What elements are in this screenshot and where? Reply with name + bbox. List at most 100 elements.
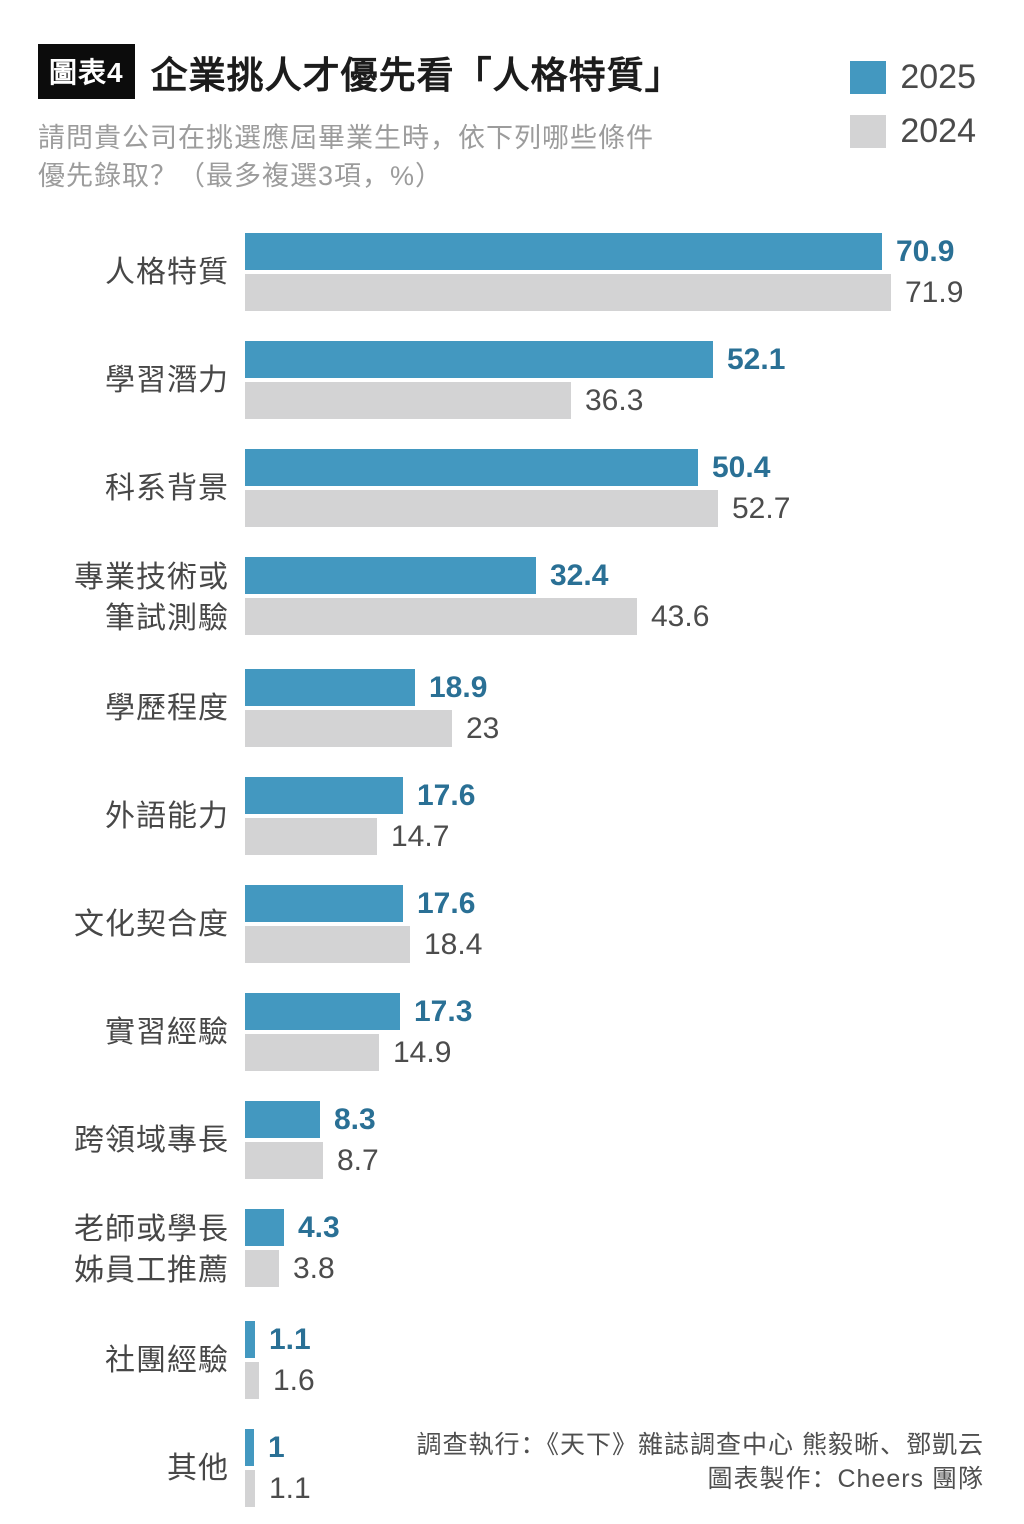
bar-line-2024: 8.7 — [245, 1142, 1024, 1179]
bar-line-2025: 70.9 — [245, 233, 1024, 270]
bar-line-2024: 14.9 — [245, 1034, 1024, 1071]
bar-line-2025: 17.3 — [245, 993, 1024, 1030]
value-label-2025: 50.4 — [712, 450, 771, 484]
bar-group: 人格特質 70.9 71.9 — [0, 233, 1024, 311]
bar-2025 — [245, 1101, 320, 1138]
category-label-line: 外語能力 — [105, 799, 229, 833]
value-label-2024: 1.6 — [273, 1363, 315, 1397]
bar-2024 — [245, 382, 571, 419]
bar-line-2025: 1.1 — [245, 1321, 1024, 1358]
bar-2024 — [245, 490, 718, 527]
legend-label-2024: 2024 — [900, 112, 976, 150]
category-label: 專業技術或筆試測驗 — [0, 557, 245, 639]
bar-2025 — [245, 233, 882, 270]
bar-2024 — [245, 1034, 379, 1071]
bar-2025 — [245, 449, 698, 486]
bar-line-2025: 32.4 — [245, 557, 1024, 594]
bar-pair: 8.3 8.7 — [245, 1101, 1024, 1179]
bar-pair: 1.1 1.6 — [245, 1321, 1024, 1399]
value-label-2025: 4.3 — [298, 1210, 340, 1244]
value-label-2024: 43.6 — [651, 599, 710, 633]
chart-title: 企業挑人才優先看「人格特質」 — [150, 54, 683, 96]
bar-pair: 50.4 52.7 — [245, 449, 1024, 527]
bar-line-2025: 8.3 — [245, 1101, 1024, 1138]
chart-credit-line: 圖表製作：Cheers 團隊 — [707, 1465, 984, 1493]
bar-line-2024: 18.4 — [245, 926, 1024, 963]
category-label: 科系背景 — [0, 449, 245, 527]
category-label: 人格特質 — [0, 233, 245, 311]
category-label-line: 專業技術或 — [74, 561, 229, 594]
category-label: 實習經驗 — [0, 993, 245, 1071]
bar-2024 — [245, 598, 637, 635]
chart-subtitle: 請問貴公司在挑選應屆畢業生時，依下列哪些條件 優先錄取？（最多複選3項，%） — [38, 119, 1024, 195]
category-label: 外語能力 — [0, 777, 245, 855]
bar-pair: 17.6 18.4 — [245, 885, 1024, 963]
bar-2024 — [245, 1142, 323, 1179]
bar-2024 — [245, 926, 410, 963]
bar-chart: 人格特質 70.9 71.9 學習潛力 52.1 36.3 科系背景 50.4 52.7 專業技術… — [0, 233, 1024, 1507]
bar-line-2024: 52.7 — [245, 490, 1024, 527]
bar-line-2024: 23 — [245, 710, 1024, 747]
legend-swatch-2025 — [850, 61, 887, 94]
category-label: 社團經驗 — [0, 1321, 245, 1399]
source-note: 調查執行：《天下》雜誌調查中心 熊毅晰、鄧凱云 圖表製作：Cheers 團隊 — [417, 1428, 984, 1496]
value-label-2025: 32.4 — [550, 558, 609, 592]
legend: 2025 2024 — [850, 58, 976, 151]
bar-line-2025: 17.6 — [245, 777, 1024, 814]
category-label-line: 其他 — [167, 1451, 229, 1485]
value-label-2024: 8.7 — [337, 1143, 379, 1177]
bar-line-2025: 50.4 — [245, 449, 1024, 486]
bar-2025 — [245, 1209, 284, 1246]
bar-2025 — [245, 1321, 255, 1358]
category-label-line: 文化契合度 — [74, 907, 229, 941]
bar-2025 — [245, 1429, 254, 1466]
bar-pair: 52.1 36.3 — [245, 341, 1024, 419]
bar-group: 實習經驗 17.3 14.9 — [0, 993, 1024, 1071]
legend-item-2025: 2025 — [850, 58, 976, 97]
bar-line-2024: 14.7 — [245, 818, 1024, 855]
subtitle-line-2: 優先錄取？（最多複選3項，%） — [38, 161, 444, 191]
value-label-2025: 8.3 — [334, 1102, 376, 1136]
value-label-2024: 52.7 — [732, 491, 791, 525]
bar-line-2024: 43.6 — [245, 598, 1024, 635]
bar-group: 專業技術或筆試測驗 32.4 43.6 — [0, 557, 1024, 639]
value-label-2025: 1.1 — [269, 1322, 311, 1356]
bar-line-2025: 18.9 — [245, 669, 1024, 706]
category-label-line: 學習潛力 — [105, 363, 229, 397]
bar-pair: 70.9 71.9 — [245, 233, 1024, 311]
category-label-line: 科系背景 — [105, 471, 229, 505]
bar-group: 文化契合度 17.6 18.4 — [0, 885, 1024, 963]
bar-pair: 17.6 14.7 — [245, 777, 1024, 855]
bar-pair: 1 1.1 — [245, 1429, 1024, 1507]
category-label-line: 實習經驗 — [105, 1015, 229, 1049]
category-label-line: 老師或學長 — [74, 1213, 229, 1246]
value-label-2025: 70.9 — [896, 234, 955, 268]
bar-group: 外語能力 17.6 14.7 — [0, 777, 1024, 855]
value-label-2024: 14.9 — [393, 1035, 452, 1069]
bar-2024 — [245, 1362, 259, 1399]
bar-group: 其他 1 1.1 — [0, 1429, 1024, 1507]
bar-2025 — [245, 777, 403, 814]
category-label-line: 學歷程度 — [105, 691, 229, 725]
value-label-2024: 18.4 — [424, 927, 483, 961]
bar-line-2025: 52.1 — [245, 341, 1024, 378]
bar-pair: 32.4 43.6 — [245, 557, 1024, 639]
value-label-2024: 3.8 — [293, 1251, 335, 1285]
title-row: 圖表4 企業挑人才優先看「人格特質」 — [38, 44, 1024, 99]
bar-line-2024: 3.8 — [245, 1250, 1024, 1287]
legend-swatch-2024 — [850, 115, 887, 148]
category-label-line: 筆試測驗 — [105, 602, 229, 635]
bar-group: 老師或學長姊員工推薦 4.3 3.8 — [0, 1209, 1024, 1291]
category-label: 文化契合度 — [0, 885, 245, 963]
bar-pair: 18.9 23 — [245, 669, 1024, 747]
bar-2024 — [245, 818, 377, 855]
category-label-line: 跨領域專長 — [74, 1123, 229, 1157]
category-label-line: 姊員工推薦 — [74, 1254, 229, 1287]
subtitle-line-1: 請問貴公司在挑選應屆畢業生時，依下列哪些條件 — [38, 123, 654, 153]
bar-2024 — [245, 1470, 255, 1507]
category-label: 跨領域專長 — [0, 1101, 245, 1179]
value-label-2024: 36.3 — [585, 383, 644, 417]
bar-2024 — [245, 274, 891, 311]
bar-line-2024: 36.3 — [245, 382, 1024, 419]
